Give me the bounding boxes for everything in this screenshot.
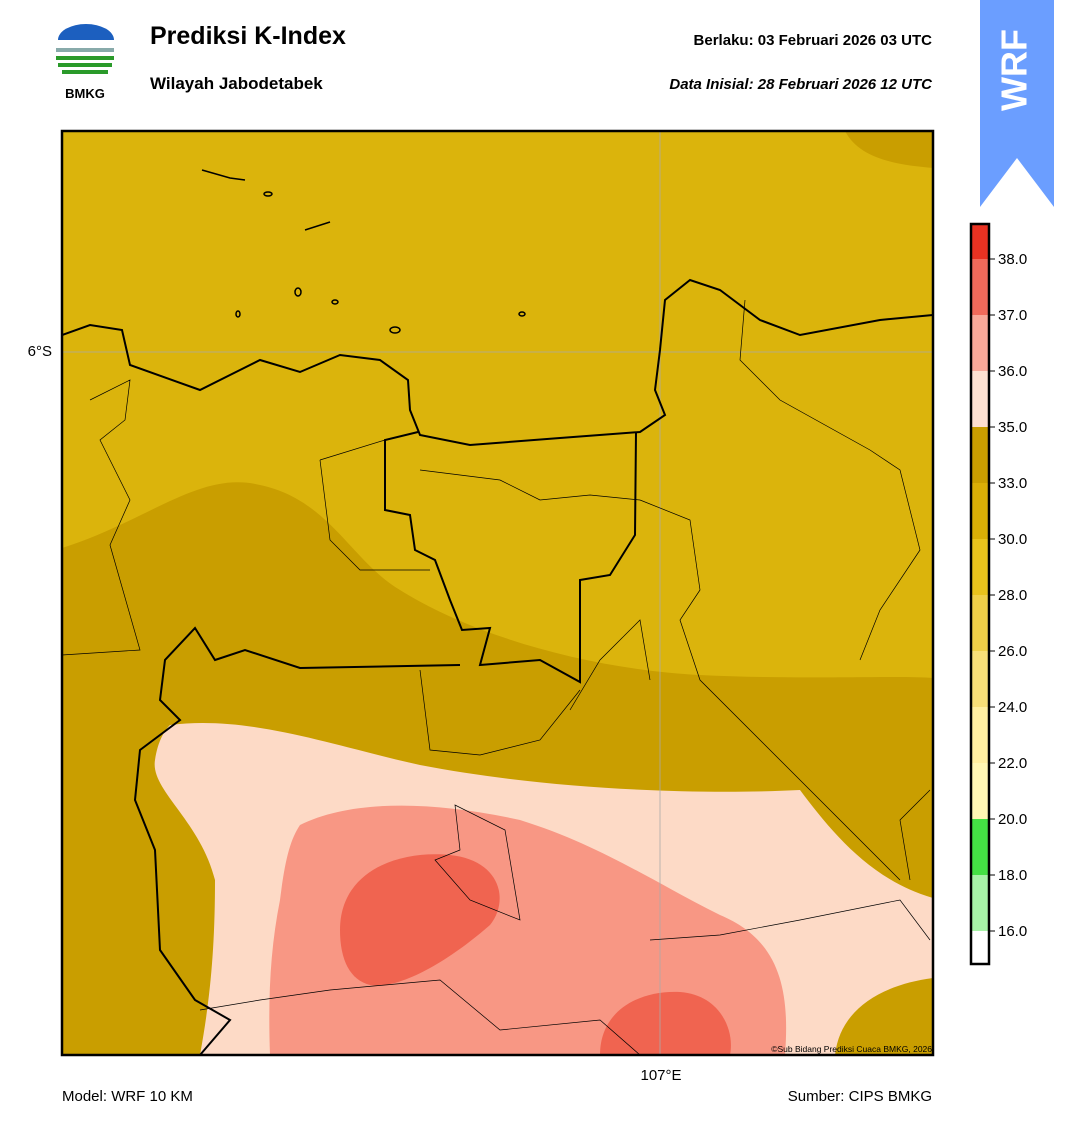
lon-label: 107°E: [640, 1067, 681, 1084]
logo-text: BMKG: [65, 86, 105, 101]
colorbar-segment: [971, 483, 989, 539]
map: ©Sub Bidang Prediksi Cuaca BMKG, 2026: [62, 131, 933, 1055]
colorbar-segment: [971, 427, 989, 483]
colorbar-label: 30.0: [998, 531, 1027, 548]
colorbar-segment: [971, 371, 989, 427]
colorbar-label: 38.0: [998, 251, 1027, 268]
colorbar-label: 20.0: [998, 811, 1027, 828]
colorbar-label: 33.0: [998, 475, 1027, 492]
model: Model: WRF 10 KM: [62, 1088, 193, 1105]
colorbar-label: 16.0: [998, 923, 1027, 940]
colorbar-segment: [971, 763, 989, 819]
colorbar-segment: [971, 595, 989, 651]
colorbar-label: 26.0: [998, 643, 1027, 660]
colorbar-segment: [971, 315, 989, 371]
badge-text: WRF: [994, 29, 1035, 111]
colorbar-label: 24.0: [998, 699, 1027, 716]
badge: [980, 0, 1054, 207]
colorbar-segment: [971, 819, 989, 875]
colorbar-segment: [971, 651, 989, 707]
colorbar-label: 22.0: [998, 755, 1027, 772]
colorbar-frame: [969, 222, 991, 966]
colorbar: 16.0 18.0 20.0 22.0 24.0 26.0 28.0 30.0 33.0 35.0…: [969, 222, 1027, 966]
valid-time: Berlaku: 03 Februari 2026 03 UTC: [694, 32, 933, 49]
logo: BMKG: [56, 24, 114, 101]
title: Prediksi K-Index: [150, 22, 346, 50]
colorbar-segment: [971, 707, 989, 763]
colorbar-segment: [971, 875, 989, 931]
colorbar-label: 28.0: [998, 587, 1027, 604]
colorbar-segment: [971, 224, 989, 259]
map-frame: [60, 129, 935, 1057]
lat-label: 6°S: [28, 343, 52, 360]
colorbar-label: 35.0: [998, 419, 1027, 436]
colorbar-segment: [971, 931, 989, 964]
source: Sumber: CIPS BMKG: [788, 1088, 932, 1105]
subtitle: Wilayah Jabodetabek: [150, 74, 323, 93]
colorbar-label: 37.0: [998, 307, 1027, 324]
init-time: Data Inisial: 28 Februari 2026 12 UTC: [669, 76, 933, 93]
colorbar-segment: [971, 259, 989, 315]
colorbar-label: 36.0: [998, 363, 1027, 380]
colorbar-label: 18.0: [998, 867, 1027, 884]
colorbar-segment: [971, 539, 989, 595]
copyright: ©Sub Bidang Prediksi Cuaca BMKG, 2026: [771, 1044, 932, 1054]
